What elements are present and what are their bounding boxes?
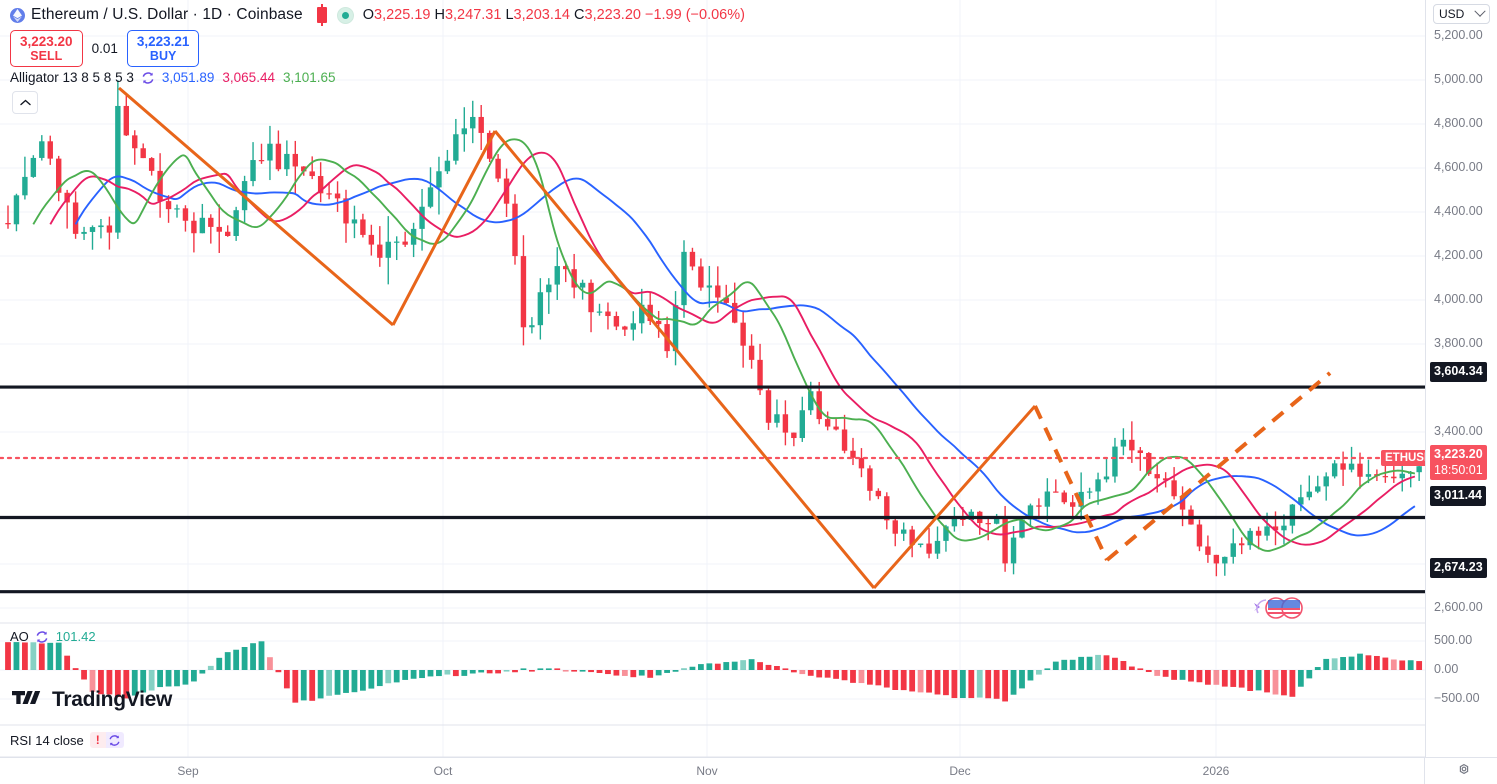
refresh-icon[interactable] bbox=[141, 71, 155, 85]
price-axis-tick: 500.00 bbox=[1434, 633, 1473, 647]
warning-icon[interactable]: ! bbox=[89, 732, 106, 748]
alligator-value-3: 3,101.65 bbox=[282, 70, 336, 85]
up-projection-dashed bbox=[1105, 371, 1332, 562]
ohlc-values: O3,225.19 H3,247.31 L3,203.14 C3,223.20 … bbox=[363, 7, 745, 23]
buy-button[interactable]: 3,223.21 BUY bbox=[126, 30, 200, 68]
chevron-up-icon bbox=[19, 99, 31, 106]
sell-button[interactable]: 3,223.20 SELL bbox=[10, 30, 83, 68]
ohlc-o-key: O bbox=[362, 7, 374, 23]
time-axis-tick: Sep bbox=[177, 764, 199, 778]
price-axis-level-tag: 2,674.23 bbox=[1430, 558, 1487, 578]
price-axis-tick: 4,200.00 bbox=[1434, 248, 1483, 262]
price-axis-tick: 5,200.00 bbox=[1434, 28, 1483, 42]
chart-plot-area[interactable]: ETHUSD bbox=[0, 0, 1437, 783]
time-axis-tick: 2026 bbox=[1202, 764, 1230, 778]
alligator-lines bbox=[32, 138, 1416, 552]
chart-legend: Ethereum / U.S. Dollar · 1D · Coinbase O… bbox=[0, 0, 1425, 86]
ohlc-o-value: 3,225.19 bbox=[374, 7, 431, 23]
ohlc-l-value: 3,203.14 bbox=[513, 7, 570, 23]
alligator-legend[interactable]: Alligator 13 8 5 8 5 3 3,051.89 3,065.44… bbox=[10, 70, 344, 85]
ao-histogram bbox=[5, 641, 1423, 703]
symbol-legend-row: Ethereum / U.S. Dollar · 1D · Coinbase O… bbox=[10, 4, 745, 26]
ohlc-change: −1.99 (−0.06%) bbox=[644, 7, 745, 23]
ethereum-icon bbox=[10, 7, 25, 23]
time-axis-tick: Oct bbox=[433, 764, 453, 778]
tradingview-logo-icon bbox=[12, 690, 41, 704]
time-axis-divider bbox=[1424, 758, 1425, 784]
alligator-value-2: 3,065.44 bbox=[222, 70, 275, 85]
up-leg-1 bbox=[391, 130, 497, 326]
price-axis-tick: 3,800.00 bbox=[1434, 336, 1483, 350]
candlestick-series bbox=[5, 80, 1422, 577]
ohlc-c-key: C bbox=[574, 7, 585, 23]
price-axis-tick: −500.00 bbox=[1434, 691, 1480, 705]
price-axis-level-tag: 3,604.34 bbox=[1430, 362, 1487, 382]
price-axis-tick: 2,600.00 bbox=[1434, 600, 1483, 614]
ao-legend[interactable]: AO 101.42 bbox=[10, 629, 96, 644]
ao-label: AO bbox=[10, 629, 29, 644]
ao-refresh-icon[interactable] bbox=[35, 630, 49, 644]
up-leg-2 bbox=[872, 405, 1037, 589]
order-bar: 3,223.20 SELL 0.01 3,223.21 BUY bbox=[10, 30, 200, 68]
current-price-value: 3,223.20 bbox=[1434, 447, 1483, 461]
rsi-legend[interactable]: RSI 14 close ! bbox=[10, 732, 124, 748]
down-leg-3-dashed bbox=[1033, 405, 1109, 561]
down-leg-1 bbox=[118, 86, 394, 327]
chart-canvas bbox=[0, 0, 1427, 758]
price-axis-tick: 4,000.00 bbox=[1434, 292, 1483, 306]
decorative-badges bbox=[1252, 595, 1306, 626]
down-leg-2 bbox=[493, 130, 876, 589]
price-axis-tick: 4,800.00 bbox=[1434, 116, 1483, 130]
rsi-label: RSI 14 close bbox=[10, 732, 84, 748]
ohlc-l-key: L bbox=[505, 7, 514, 23]
trendlines bbox=[118, 86, 1332, 589]
current-price-time: 18:50:01 bbox=[1434, 462, 1483, 477]
collapse-legend-button[interactable] bbox=[12, 91, 38, 114]
buy-label: BUY bbox=[149, 49, 177, 64]
buy-price: 3,223.21 bbox=[136, 34, 190, 49]
currency-select[interactable]: USD bbox=[1433, 4, 1490, 24]
time-axis-tick: Dec bbox=[949, 764, 971, 778]
alligator-value-1: 3,051.89 bbox=[161, 70, 215, 85]
alligator-name: Alligator 13 8 5 8 5 3 bbox=[10, 70, 134, 85]
symbol-title[interactable]: Ethereum / U.S. Dollar · 1D · Coinbase bbox=[31, 6, 303, 23]
ao-value: 101.42 bbox=[55, 629, 96, 644]
tradingview-watermark-text: TradingView bbox=[52, 688, 173, 711]
order-quantity[interactable]: 0.01 bbox=[91, 41, 118, 57]
price-axis-tick: 0.00 bbox=[1434, 662, 1459, 676]
ohlc-h-key: H bbox=[434, 7, 445, 23]
price-axis-tick: 3,400.00 bbox=[1434, 424, 1483, 438]
time-axis[interactable]: Sep Oct Nov Dec 2026 bbox=[0, 757, 1497, 784]
status-dot-icon bbox=[336, 6, 354, 24]
tradingview-watermark: TradingView bbox=[12, 688, 172, 712]
price-line-symbol-tag: ETHUSD bbox=[1381, 450, 1437, 466]
price-axis-tick: 4,400.00 bbox=[1434, 204, 1483, 218]
candle-style-icon[interactable] bbox=[316, 4, 327, 26]
sell-price: 3,223.20 bbox=[20, 34, 73, 49]
price-axis-tick: 5,000.00 bbox=[1434, 72, 1483, 86]
price-axis-level-tag: 3,011.44 bbox=[1430, 486, 1486, 506]
current-price-tag: 3,223.20 18:50:01 bbox=[1430, 445, 1487, 481]
price-axis-tick: 4,600.00 bbox=[1434, 160, 1483, 174]
price-axis[interactable]: USD 5,200.00 5,000.00 4,800.00 4,600.00 4,40… bbox=[1425, 0, 1497, 783]
rsi-refresh-icon[interactable] bbox=[105, 732, 124, 748]
time-axis-tick: Nov bbox=[696, 764, 718, 778]
ohlc-c-value: 3,223.20 bbox=[584, 7, 641, 23]
ohlc-h-value: 3,247.31 bbox=[444, 7, 502, 23]
gear-icon[interactable] bbox=[1456, 763, 1472, 779]
sell-label: SELL bbox=[30, 49, 63, 64]
chevron-down-icon bbox=[1474, 5, 1486, 17]
currency-value: USD bbox=[1439, 7, 1465, 21]
